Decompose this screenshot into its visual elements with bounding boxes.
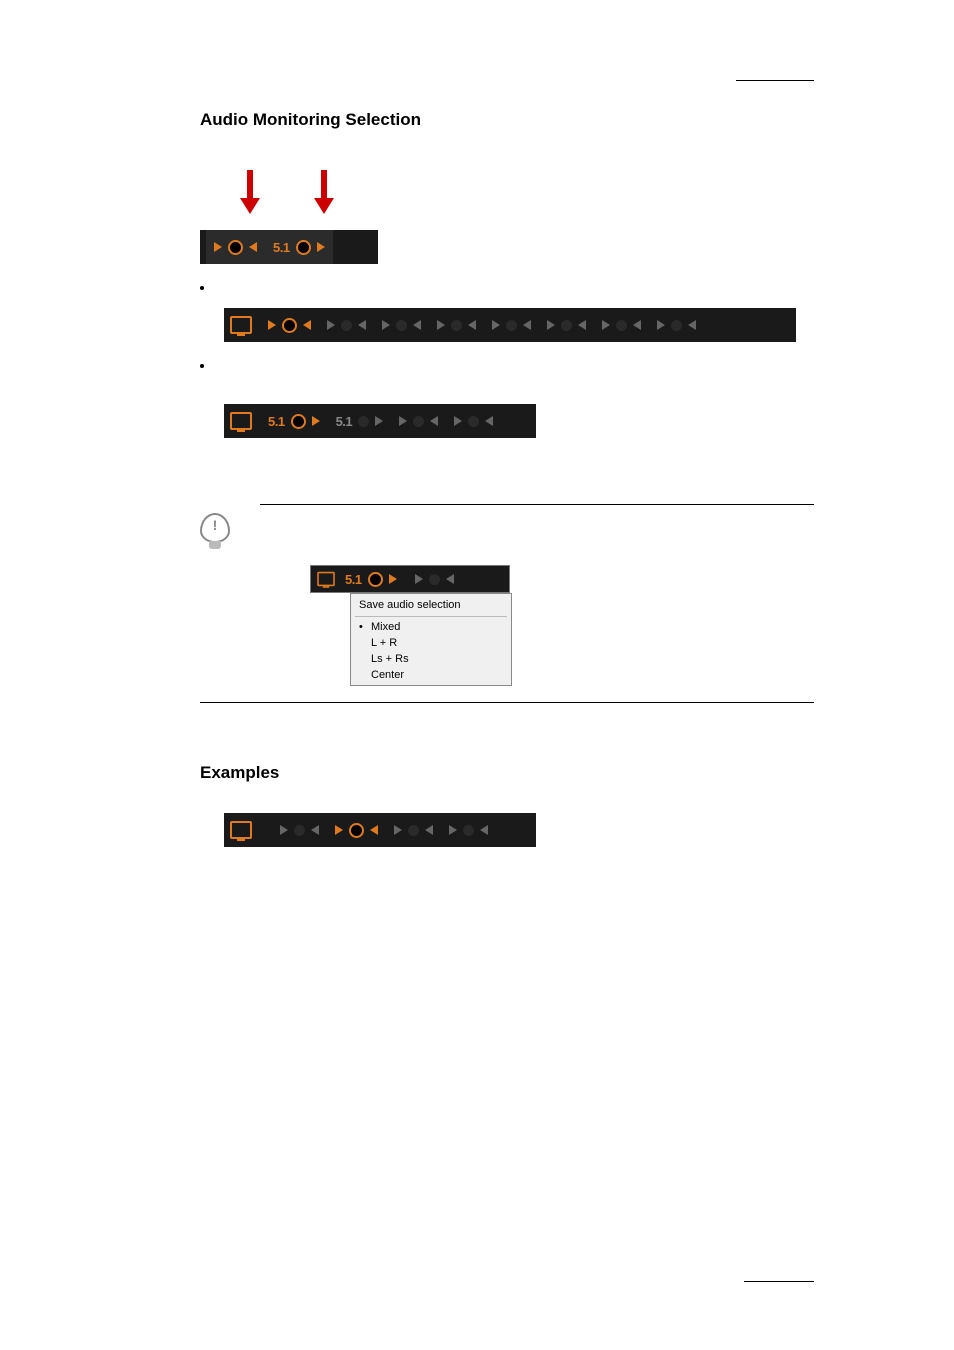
context-menu: Save audio selection Mixed L + R Ls + Rs… bbox=[350, 593, 512, 686]
audio-group-51[interactable]: 5.1 bbox=[328, 404, 392, 438]
audio-group[interactable] bbox=[441, 813, 496, 847]
audio-group[interactable] bbox=[386, 813, 441, 847]
audio-group[interactable] bbox=[539, 308, 594, 342]
separator bbox=[260, 504, 814, 505]
label-51: 5.1 bbox=[345, 572, 362, 587]
menu-header[interactable]: Save audio selection bbox=[351, 596, 511, 614]
hint-row: 5.1 Save audio selection Mixed L + R Ls … bbox=[200, 509, 814, 692]
monitor-icon bbox=[230, 821, 252, 839]
record-indicator-icon bbox=[228, 240, 243, 255]
audio-group[interactable] bbox=[391, 404, 446, 438]
page-top-rule bbox=[736, 80, 814, 81]
bullet-item bbox=[214, 280, 814, 294]
audio-group[interactable] bbox=[327, 813, 386, 847]
audio-group[interactable] bbox=[484, 308, 539, 342]
audio-group-stereo[interactable] bbox=[206, 230, 265, 264]
speaker-left-icon bbox=[415, 574, 423, 584]
audio-group-51[interactable]: 5.1 bbox=[260, 404, 328, 438]
heading-audio-monitoring: Audio Monitoring Selection bbox=[200, 110, 814, 130]
separator bbox=[200, 702, 814, 703]
figure2-strip bbox=[224, 308, 796, 342]
audio-group[interactable] bbox=[374, 308, 429, 342]
audio-group[interactable] bbox=[319, 308, 374, 342]
figure1-strip: 5.1 bbox=[200, 230, 378, 264]
figure4: 5.1 Save audio selection Mixed L + R Ls … bbox=[310, 565, 510, 686]
page: Audio Monitoring Selection 5.1 bbox=[0, 0, 954, 1350]
audio-group[interactable] bbox=[446, 404, 501, 438]
monitor-icon bbox=[230, 316, 252, 334]
figure3-strip: 5.1 5.1 bbox=[224, 404, 536, 438]
bullet-list bbox=[200, 280, 814, 294]
menu-separator bbox=[355, 616, 507, 617]
audio-group[interactable] bbox=[260, 308, 319, 342]
record-indicator-icon bbox=[296, 240, 311, 255]
label-51: 5.1 bbox=[273, 240, 290, 255]
monitor-icon bbox=[230, 412, 252, 430]
speaker-right-icon bbox=[446, 574, 454, 584]
audio-group[interactable] bbox=[272, 813, 327, 847]
menu-option-lsrs[interactable]: Ls + Rs bbox=[351, 651, 511, 667]
audio-group[interactable] bbox=[594, 308, 649, 342]
speaker-right-icon bbox=[249, 242, 257, 252]
figure1-arrows bbox=[210, 170, 814, 230]
record-off-icon bbox=[429, 574, 440, 585]
audio-group[interactable] bbox=[429, 308, 484, 342]
speaker-left-icon bbox=[214, 242, 222, 252]
menu-option-mixed[interactable]: Mixed bbox=[351, 619, 511, 635]
speaker-left-icon bbox=[389, 574, 397, 584]
figure5-strip bbox=[224, 813, 536, 847]
monitor-icon bbox=[317, 572, 335, 586]
hint-icon bbox=[200, 513, 230, 543]
bullet-list bbox=[200, 358, 814, 372]
speaker-left-icon bbox=[317, 242, 325, 252]
page-bottom-rule bbox=[744, 1281, 814, 1282]
audio-group[interactable] bbox=[649, 308, 704, 342]
menu-option-lr[interactable]: L + R bbox=[351, 635, 511, 651]
audio-group-51[interactable]: 5.1 bbox=[265, 230, 333, 264]
menu-option-center[interactable]: Center bbox=[351, 667, 511, 683]
heading-examples: Examples bbox=[200, 763, 814, 783]
figure4-strip: 5.1 bbox=[310, 565, 510, 593]
bullet-item bbox=[214, 358, 814, 372]
record-indicator-icon bbox=[368, 572, 383, 587]
